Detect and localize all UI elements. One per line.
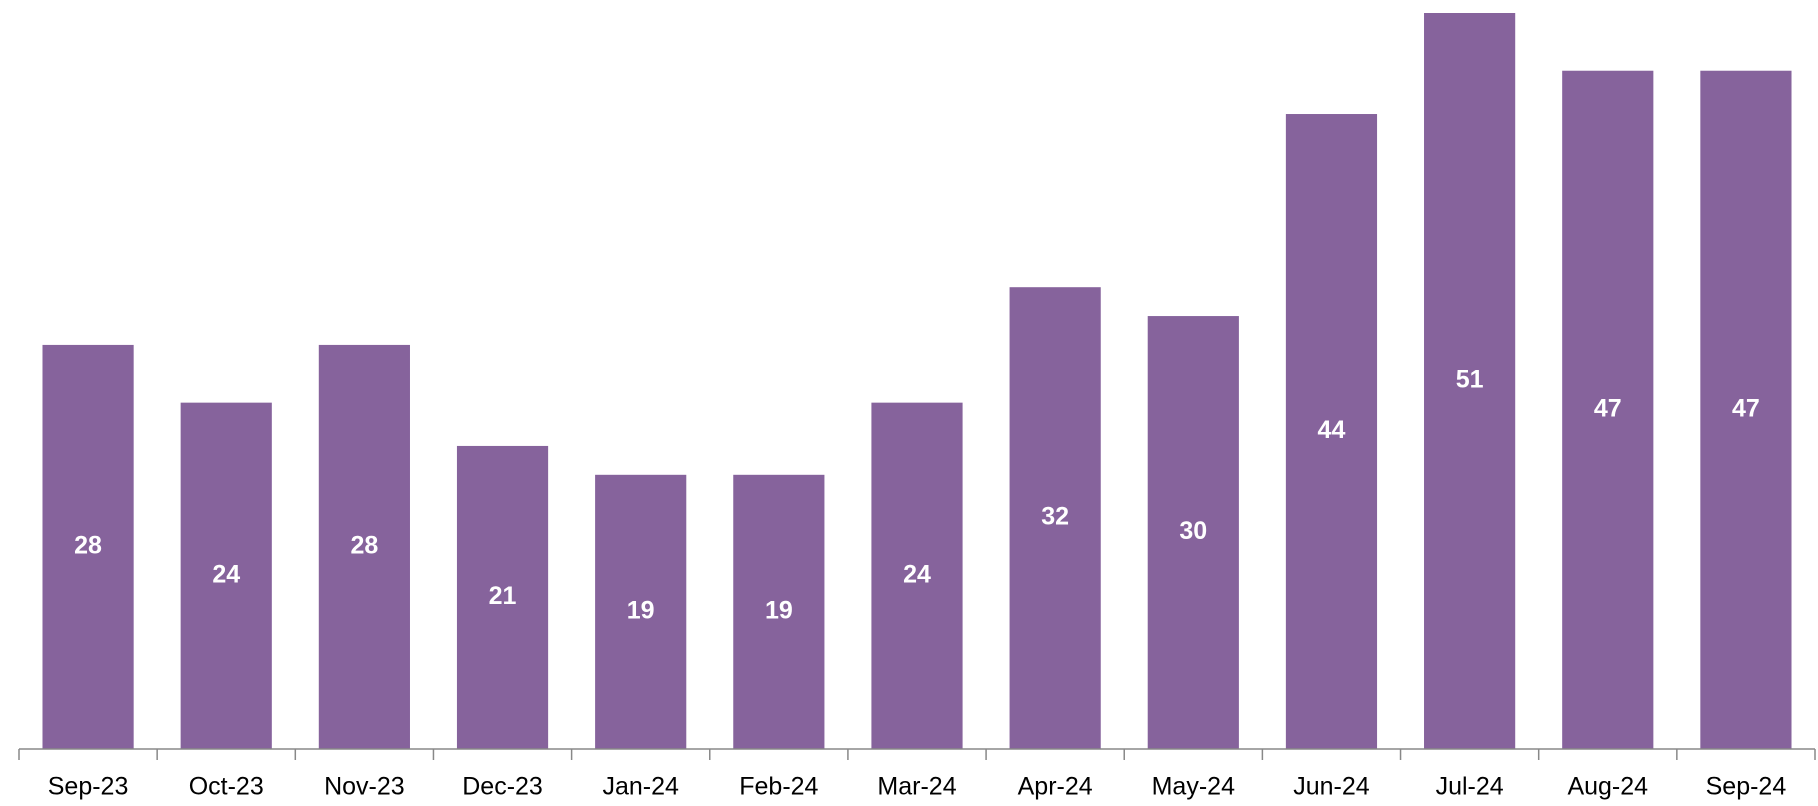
data-label: 47 — [1732, 394, 1760, 422]
x-tick-label: Sep-23 — [48, 773, 129, 801]
x-tick-label: Sep-24 — [1706, 773, 1787, 801]
x-tick-label: Jun-24 — [1293, 773, 1370, 801]
x-tick-label: Apr-24 — [1018, 773, 1093, 801]
bar — [318, 344, 410, 749]
data-label: 19 — [627, 597, 655, 625]
data-label: 21 — [489, 582, 517, 610]
bar — [180, 402, 272, 749]
data-label: 24 — [903, 560, 931, 588]
x-tick-label: Jan-24 — [602, 773, 679, 801]
bar — [733, 474, 825, 749]
data-label: 44 — [1318, 416, 1346, 444]
data-label: 47 — [1594, 394, 1622, 422]
bar — [42, 344, 134, 749]
data-label: 51 — [1456, 366, 1484, 394]
x-tick-label: Mar-24 — [877, 773, 956, 801]
x-tick-label: Feb-24 — [739, 773, 818, 801]
x-tick-label: Aug-24 — [1567, 773, 1648, 801]
data-label: 19 — [765, 597, 793, 625]
x-tick-label: Dec-23 — [462, 773, 543, 801]
bar — [1147, 316, 1239, 749]
bar — [1424, 13, 1516, 749]
data-label: 30 — [1179, 517, 1207, 545]
bar — [871, 402, 963, 749]
x-tick-label: Nov-23 — [324, 773, 405, 801]
data-label: 28 — [350, 532, 378, 560]
bar — [1700, 70, 1792, 750]
data-label: 24 — [212, 560, 240, 588]
data-label: 32 — [1041, 503, 1069, 531]
bar — [595, 474, 687, 749]
x-tick-label: Oct-23 — [189, 773, 264, 801]
x-tick-label: May-24 — [1152, 773, 1235, 801]
bar — [1562, 70, 1654, 750]
bar — [456, 445, 549, 749]
bar — [1009, 287, 1101, 749]
data-label: 28 — [74, 532, 102, 560]
x-tick-label: Jul-24 — [1436, 773, 1504, 801]
bar — [1285, 114, 1378, 750]
